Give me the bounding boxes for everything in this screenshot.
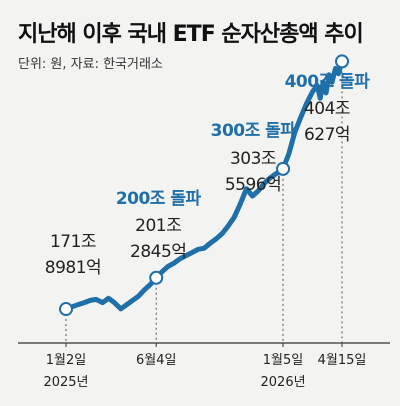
annotation-value-1-1: 2845억 — [130, 242, 186, 262]
data-point-marker-3 — [335, 54, 349, 69]
annotation-headline-3: 400조 돌파 — [285, 72, 371, 92]
series-line — [63, 58, 345, 312]
x-tick-label-2: 1월5일 — [263, 353, 303, 368]
annotation-value-2-0: 303조 — [230, 149, 276, 169]
x-tick-year-0: 2025년 — [43, 375, 88, 390]
annotation-value-3-1: 627억 — [304, 125, 350, 145]
annotation-value-2-1: 5596억 — [225, 175, 281, 195]
x-tick-year-2: 2026년 — [261, 375, 306, 390]
chart-title: 지난해 이후 국내 ETF 순자산총액 추이 — [18, 22, 364, 47]
x-tick-label-1: 6월4일 — [136, 353, 176, 368]
annotation-value-1-0: 201조 — [135, 216, 181, 236]
annotation-value-0-1: 8981억 — [45, 258, 101, 278]
annotation-value-3-0: 404조 — [304, 99, 350, 119]
data-point-marker-0 — [59, 302, 73, 317]
x-tick-label-3: 4월15일 — [318, 353, 367, 368]
annotation-headline-2: 300조 돌파 — [211, 121, 297, 141]
chart-source: 단위: 원, 자료: 한국거래소 — [18, 57, 163, 72]
x-tick-label-0: 1월2일 — [46, 353, 86, 368]
annotation-value-0-0: 171조 — [50, 232, 96, 252]
data-point-marker-1 — [149, 270, 164, 285]
data-point-marker-2 — [276, 161, 291, 176]
annotation-headline-1: 200조 돌파 — [116, 189, 202, 209]
